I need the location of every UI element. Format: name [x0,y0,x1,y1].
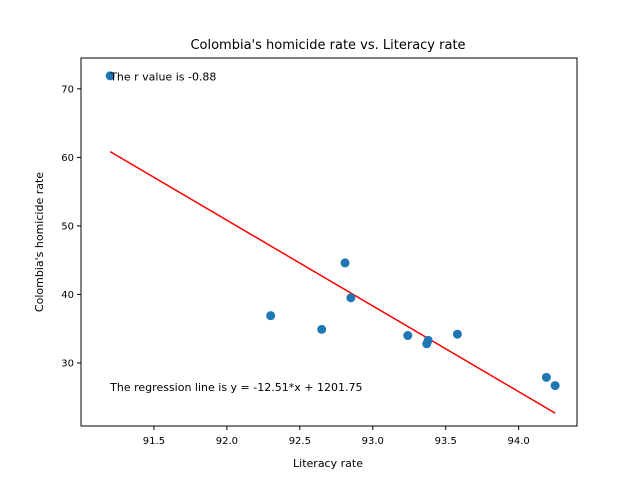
data-point [317,324,327,334]
r-value-annotation: The r value is -0.88 [109,71,216,84]
x-axis: 91.5 92.0 92.5 93.0 93.5 94.0 [143,426,530,447]
data-point [346,293,356,303]
regression-line [109,150,556,414]
data-point [340,258,350,268]
x-tick-label: 92.0 [216,436,238,447]
y-axis-label: Colombia's homicide rate [33,172,46,312]
x-axis-label: Literacy rate [293,457,363,470]
plot-area-frame [80,57,578,427]
data-point [550,381,560,391]
data-point [266,311,276,321]
y-axis: 30 40 50 60 70 [61,84,81,369]
data-point [541,372,551,382]
chart-title: Colombia's homicide rate vs. Literacy ra… [190,38,465,53]
data-point [452,329,462,339]
x-tick-label: 94.0 [508,436,530,447]
y-tick-label: 70 [61,84,74,95]
data-point [105,71,115,81]
data-point [403,331,413,341]
y-tick-label: 30 [61,358,74,369]
x-tick-label: 92.5 [289,436,311,447]
data-point [423,335,433,345]
y-tick-label: 60 [61,153,74,164]
x-tick-label: 93.0 [362,436,384,447]
y-tick-label: 50 [61,221,74,232]
y-tick-label: 40 [61,290,74,301]
x-tick-label: 93.5 [435,436,457,447]
x-tick-label: 91.5 [143,436,165,447]
regression-equation-annotation: The regression line is y = -12.51*x + 12… [109,381,362,394]
